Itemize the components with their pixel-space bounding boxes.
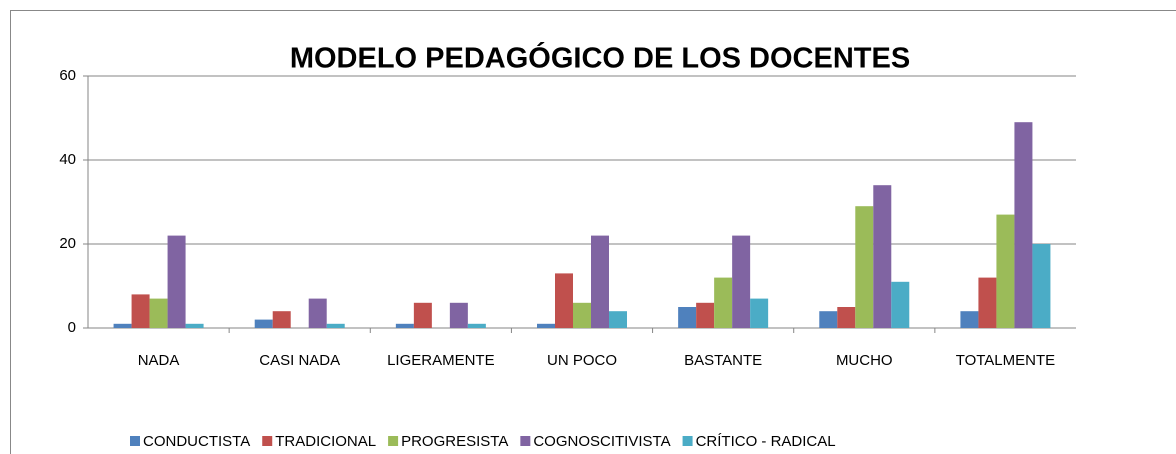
x-tick-label: CASI NADA (259, 352, 340, 369)
bar (678, 307, 697, 328)
bar (609, 311, 627, 328)
bar (819, 311, 838, 328)
bar (591, 235, 609, 328)
bar (855, 206, 874, 328)
legend-label: CONDUCTISTA (143, 433, 250, 450)
bar (149, 298, 168, 328)
bar (254, 319, 273, 328)
bar (1014, 122, 1033, 328)
x-tick-label: UN POCO (547, 352, 617, 369)
legend-label: CRÍTICO - RADICAL (696, 433, 836, 450)
y-tick-label: 20 (59, 235, 76, 252)
bar (449, 302, 468, 328)
y-tick-label: 60 (59, 67, 76, 84)
bar (573, 302, 591, 328)
legend-swatch (262, 436, 273, 446)
bar (326, 323, 345, 328)
chart-frame (10, 10, 1176, 454)
y-tick-label: 40 (59, 151, 76, 168)
legend-label: PROGRESISTA (401, 433, 508, 450)
y-tick-label: 0 (68, 319, 76, 336)
x-tick-label: BASTANTE (684, 352, 762, 369)
bar (395, 323, 414, 328)
legend-label: TRADICIONAL (275, 433, 376, 450)
bar (272, 311, 291, 328)
bar (696, 302, 715, 328)
bar (837, 307, 856, 328)
x-tick-label: LIGERAMENTE (387, 352, 495, 369)
bar (185, 323, 204, 328)
bar (960, 311, 979, 328)
bar (467, 323, 486, 328)
legend-swatch (682, 436, 693, 446)
legend-swatch (130, 436, 140, 446)
bar (1032, 244, 1051, 328)
chart-title: MODELO PEDAGÓGICO DE LOS DOCENTES (290, 41, 910, 75)
legend-swatch (388, 436, 399, 446)
bar (750, 298, 769, 328)
bar (167, 235, 186, 328)
bar (996, 214, 1015, 328)
bar (413, 302, 432, 328)
bar (308, 298, 327, 328)
bar (555, 273, 573, 328)
legend-label: COGNOSCITIVISTA (533, 433, 670, 450)
bar (891, 281, 910, 328)
x-tick-label: NADA (138, 352, 180, 369)
bar (113, 323, 132, 328)
bar (714, 277, 733, 328)
bar (537, 323, 555, 328)
bar (131, 294, 150, 328)
bar (873, 185, 892, 328)
x-tick-label: TOTALMENTE (956, 352, 1055, 369)
bar (978, 277, 997, 328)
legend-swatch (520, 436, 531, 446)
x-tick-label: MUCHO (836, 352, 893, 369)
bar (732, 235, 751, 328)
